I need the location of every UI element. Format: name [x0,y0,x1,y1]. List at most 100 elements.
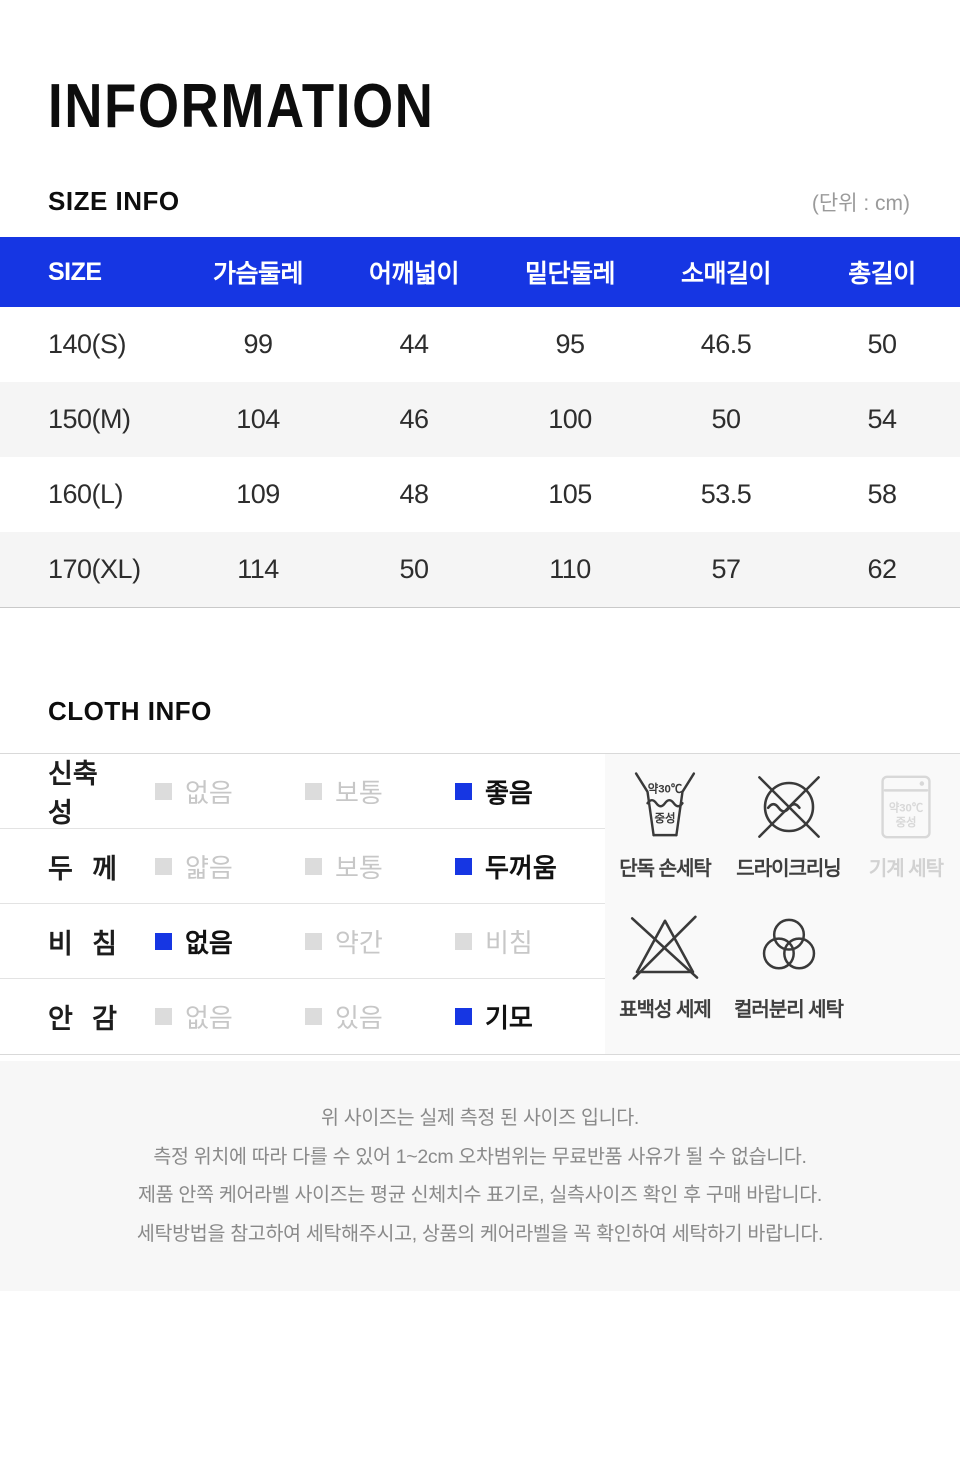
cell: 99 [243,329,273,359]
color-separation-icon [750,907,828,989]
cloth-info-section: 신축성 없음 보통 좋음 두 께 얇음 보통 두꺼움 비 침 없음 약간 비침 [0,753,960,1055]
checkbox-square-icon [455,932,472,950]
checkbox-square-icon [455,857,472,875]
option-label: 있음 [335,1003,383,1033]
checkbox-square-icon [155,782,172,800]
option: 없음 [155,923,305,960]
options: 없음 보통 좋음 [155,773,605,810]
cloth-row-thickness: 두 께 얇음 보통 두꺼움 [0,829,605,904]
col-header-chest: 가슴둘레 [212,260,304,288]
care-label: 기계 세탁 [868,858,944,880]
care-row-1: 약30℃ 중성 단독 손세탁 드라이크리닝 [605,766,960,881]
table-row: 170(XL) 114 50 110 57 62 [0,532,960,607]
checkbox-square-icon [305,857,322,875]
svg-text:중성: 중성 [655,811,676,825]
cell: 95 [555,329,585,359]
no-bleach-icon [625,907,705,989]
size-table-header-row: SIZE 가슴둘레 어깨넓이 밑단둘레 소매길이 총길이 [0,237,960,307]
option: 보통 [305,848,455,885]
checkbox-square-icon [305,1008,322,1025]
size-label: 170(XL) [48,554,141,584]
size-info-header: SIZE INFO (단위 : cm) [48,186,910,217]
col-header-length: 총길이 [848,260,916,288]
option: 약간 [305,923,455,960]
cell: 54 [867,404,897,434]
cell: 53.5 [700,479,752,509]
svg-text:약30℃: 약30℃ [648,782,683,796]
table-row: 150(M) 104 46 100 50 54 [0,382,960,457]
cell: 114 [237,554,279,584]
attr-label: 비 침 [48,928,117,959]
option: 비침 [455,923,605,960]
size-label: 160(L) [48,479,124,509]
option: 기모 [455,998,605,1035]
svg-text:중성: 중성 [896,815,917,829]
option-label: 기모 [485,1003,533,1033]
notes-section: 위 사이즈는 실제 측정 된 사이즈 입니다. 측정 위치에 따라 다를 수 있… [0,1061,960,1291]
cell: 50 [867,329,897,359]
checkbox-square-icon [305,932,322,950]
cell: 100 [548,404,592,434]
page-title: INFORMATION [48,72,435,141]
option-label: 두꺼움 [485,852,557,883]
option: 없음 [155,998,305,1035]
option: 있음 [305,998,455,1035]
cloth-info-heading: CLOTH INFO [48,696,212,726]
options: 없음 약간 비침 [155,923,605,960]
option-label: 보통 [335,777,383,808]
option: 없음 [155,773,305,810]
checkbox-square-icon [455,782,472,800]
option-label: 좋음 [485,777,533,808]
care-label: 컬러분리 세탁 [734,999,844,1021]
care-item-hand-wash: 약30℃ 중성 단독 손세탁 [619,766,712,881]
option: 좋음 [455,773,605,810]
table-row: 140(S) 99 44 95 46.5 50 [0,307,960,382]
col-header-hem: 밑단둘레 [524,260,616,288]
cloth-row-lining: 안 감 없음 있음 기모 [0,979,605,1054]
checkbox-square-icon [305,782,322,800]
care-item-no-bleach: 표백성 세제 [619,907,712,1022]
care-label: 표백성 세제 [619,999,712,1021]
table-row: 160(L) 109 48 105 53.5 58 [0,457,960,532]
cloth-row-stretch: 신축성 없음 보통 좋음 [0,754,605,829]
option-label: 보통 [335,852,383,883]
laundry-care-panel: 약30℃ 중성 단독 손세탁 드라이크리닝 [605,754,960,1054]
size-table: SIZE 가슴둘레 어깨넓이 밑단둘레 소매길이 총길이 140(S) 99 4… [0,237,960,608]
cell: 109 [236,479,280,509]
cloth-row-sheerness: 비 침 없음 약간 비침 [0,904,605,979]
note-line: 위 사이즈는 실제 측정 된 사이즈 입니다. [320,1107,640,1129]
cell: 110 [549,554,591,584]
machine-wash-icon: 약30℃ 중성 [872,766,940,848]
size-label: 150(M) [48,404,131,434]
option: 두꺼움 [455,848,605,885]
cell: 57 [711,554,741,584]
option-label: 얇음 [185,852,233,883]
option-label: 없음 [185,1003,233,1033]
option: 보통 [305,773,455,810]
size-info-heading: SIZE INFO [48,186,180,216]
note-line: 제품 안쪽 케어라벨 사이즈는 평균 신체치수 표기로, 실측사이즈 확인 후 … [138,1184,822,1206]
option-label: 없음 [185,927,233,958]
cell: 50 [711,404,741,434]
cell: 46.5 [700,329,752,359]
size-label: 140(S) [48,329,127,359]
attr-label: 신축성 [48,759,98,828]
cell: 104 [236,404,280,434]
note-line: 세탁방법을 참고하여 세탁해주시고, 상품의 케어라벨을 꼭 확인하여 세탁하기… [136,1222,824,1245]
col-header-shoulder: 어깨넓이 [368,260,460,288]
col-header-size: SIZE [48,257,102,286]
option: 얇음 [155,848,305,885]
unit-note: (단위 : cm) [811,192,910,215]
note-line: 측정 위치에 따라 다를 수 있어 1~2cm 오차범위는 무료반품 사유가 될… [153,1145,807,1168]
option-label: 비침 [485,927,533,958]
checkbox-square-icon [455,1008,472,1025]
care-item-dry-cleaning: 드라이크리닝 [736,766,842,881]
attr-label: 두 께 [48,853,117,884]
cell: 62 [867,554,897,584]
hand-wash-icon: 약30℃ 중성 [626,766,704,848]
checkbox-square-icon [155,1008,172,1025]
col-header-sleeve: 소매길이 [680,260,772,288]
care-item-machine-wash: 약30℃ 중성 기계 세탁 [868,766,944,881]
care-row-2: 표백성 세제 컬러분리 세탁 [605,907,960,1022]
attr-label: 안 감 [48,1004,117,1034]
